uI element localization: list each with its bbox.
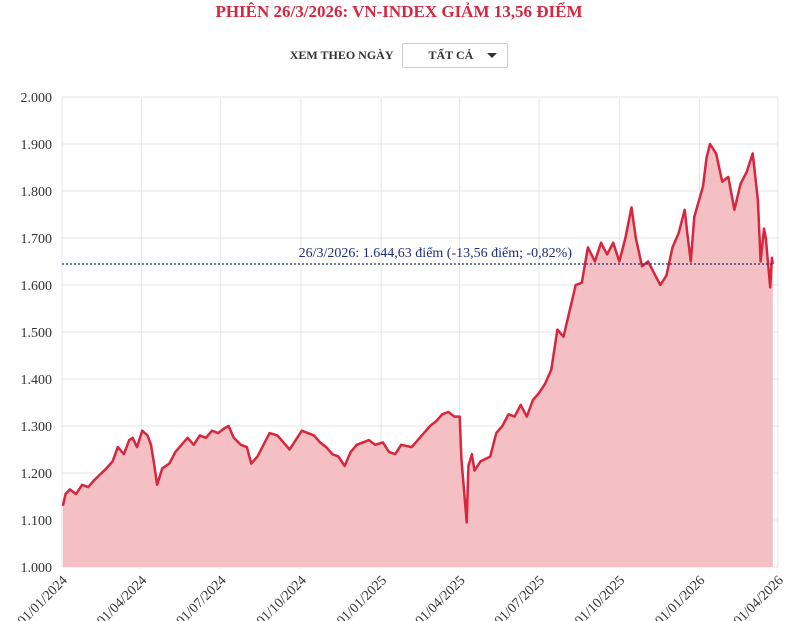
dropdown[interactable]: TẤT CẢ bbox=[401, 43, 509, 68]
y-tick-label: 1.300 bbox=[21, 420, 53, 435]
x-tick-label: 01/01/2026 bbox=[653, 573, 709, 621]
x-tick-label: 01/10/2024 bbox=[254, 573, 310, 621]
x-tick-label: 01/04/2025 bbox=[413, 573, 469, 621]
dropdown-arrow[interactable] bbox=[487, 53, 498, 58]
y-tick-label: 1.500 bbox=[21, 326, 53, 341]
chart-title: PHIÊN 26/3/2026: VN-INDEX GIẢM 13,56 ĐIỂ… bbox=[215, 2, 583, 21]
annotation-label: 26/3/2026: 1.644,63 điểm (-13,56 điểm; -… bbox=[299, 246, 573, 261]
x-tick-label: 01/07/2025 bbox=[492, 573, 548, 621]
y-tick-label: 1.600 bbox=[21, 279, 53, 294]
y-tick-label: 1.800 bbox=[21, 185, 53, 200]
x-tick-label: 01/04/2024 bbox=[94, 573, 150, 621]
x-tick-label: 01/04/2026 bbox=[731, 573, 787, 621]
y-tick-label: 1.200 bbox=[21, 467, 53, 482]
dropdown-value[interactable]: TẤT CẢ bbox=[428, 48, 474, 62]
y-tick-label: 1.000 bbox=[21, 561, 53, 576]
area bbox=[62, 144, 773, 567]
x-tick-label: 01/01/2025 bbox=[334, 573, 390, 621]
controls: XEM THEO NGÀY TẤT CẢ bbox=[0, 43, 798, 68]
y-tick-label: 1.700 bbox=[21, 232, 53, 247]
y-tick-label: 1.900 bbox=[21, 138, 53, 153]
x-tick-label: 01/10/2025 bbox=[572, 573, 628, 621]
y-tick-label: 1.100 bbox=[21, 514, 53, 529]
y-tick-label: 1.400 bbox=[21, 373, 53, 388]
line bbox=[61, 142, 775, 524]
filter-label: XEM THEO NGÀY bbox=[289, 48, 394, 62]
x-tick-label: 01/07/2024 bbox=[174, 573, 230, 621]
y-tick-label: 2.000 bbox=[21, 91, 53, 106]
x-tick-label: 01/01/2024 bbox=[15, 573, 71, 621]
